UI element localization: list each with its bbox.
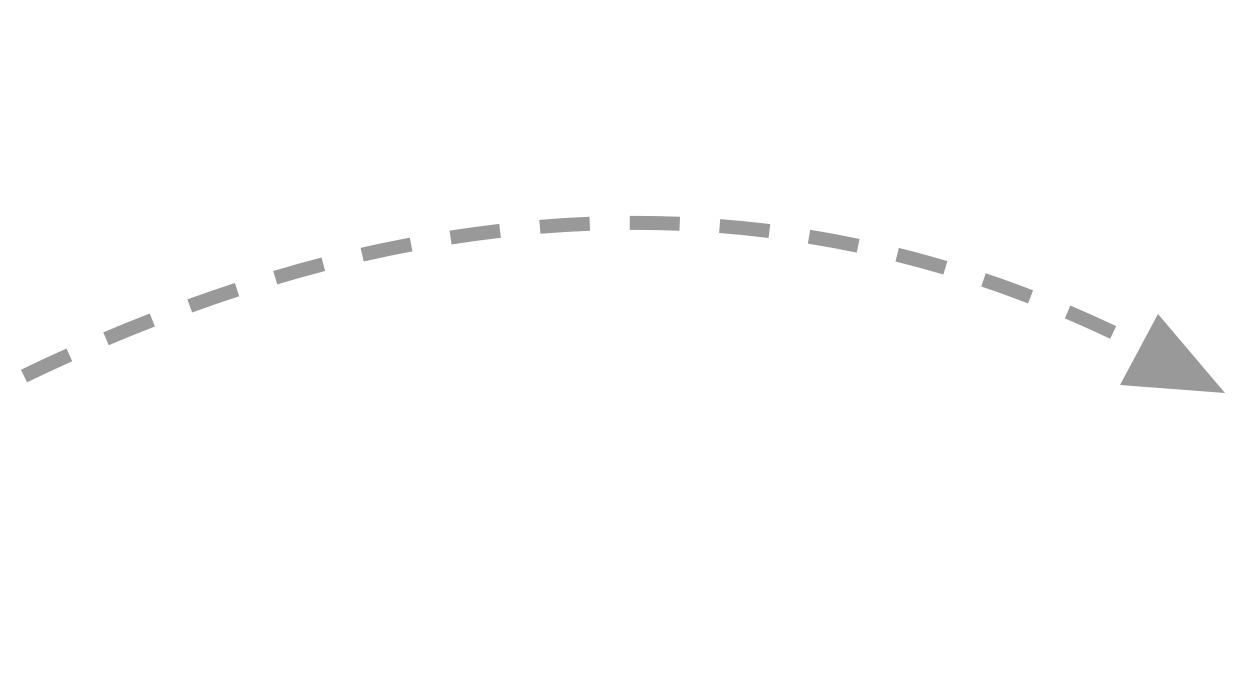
arrow-head-icon bbox=[1120, 314, 1225, 393]
dashed-arrow-shaft bbox=[20, 215, 1164, 383]
